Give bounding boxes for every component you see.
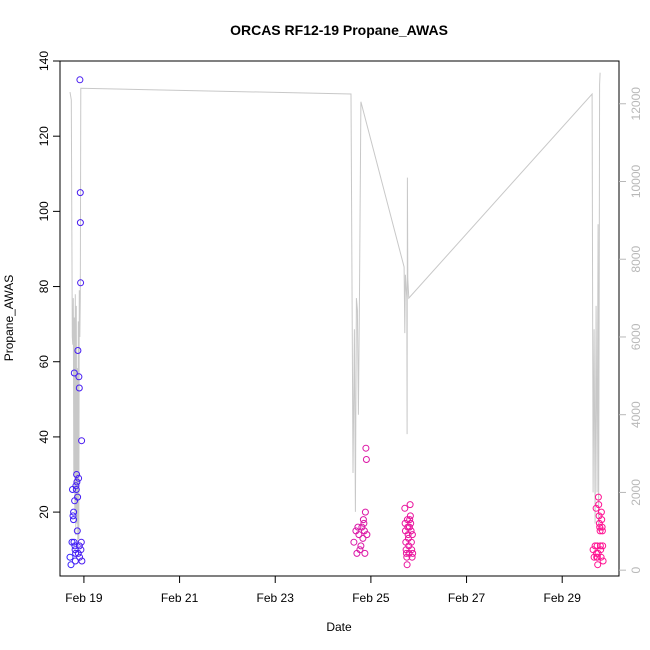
plot-area: Feb 19 Feb 21 Feb 23 Feb 25 Feb 27 Feb 29 20 40… xyxy=(37,51,643,605)
x-axis-label: Date xyxy=(326,620,352,634)
data-point xyxy=(409,532,415,538)
data-point xyxy=(362,509,368,515)
y2-tick-label: 4000 xyxy=(629,401,643,428)
x-tick-label: Feb 25 xyxy=(352,591,390,605)
x-tick-label: Feb 23 xyxy=(257,591,295,605)
data-point xyxy=(351,539,357,545)
plot-frame xyxy=(60,61,619,576)
y-axis-label: Propane_AWAS xyxy=(2,275,16,362)
data-point xyxy=(72,547,78,553)
y2-tick-label: 12000 xyxy=(629,87,643,121)
data-point xyxy=(362,550,368,556)
y2-tick-label: 10000 xyxy=(629,164,643,198)
y2-tick-label: 6000 xyxy=(629,323,643,350)
y-tick-label: 40 xyxy=(37,430,51,444)
y-tick-label: 120 xyxy=(37,126,51,146)
data-point xyxy=(67,554,73,560)
data-point xyxy=(595,562,601,568)
x-tick-label: Feb 29 xyxy=(544,591,582,605)
data-point xyxy=(79,438,85,444)
y-tick-label: 100 xyxy=(37,201,51,221)
y2-tick-label: 8000 xyxy=(629,246,643,273)
y2-tick-label: 0 xyxy=(629,567,643,574)
data-point xyxy=(410,550,416,556)
x-tick-label: Feb 21 xyxy=(161,591,199,605)
data-point xyxy=(404,562,410,568)
y-tick-label: 60 xyxy=(37,355,51,369)
x-tick-label: Feb 27 xyxy=(448,591,486,605)
data-point xyxy=(358,543,364,549)
y-tick-label: 20 xyxy=(37,505,51,519)
series-line-right xyxy=(70,73,600,543)
y2-tick-label: 2000 xyxy=(629,479,643,506)
x-tick-label: Feb 19 xyxy=(65,591,103,605)
y-tick-label: 80 xyxy=(37,280,51,294)
data-point xyxy=(363,457,369,463)
data-point xyxy=(77,77,83,83)
data-point xyxy=(363,445,369,451)
data-point xyxy=(402,505,408,511)
data-point xyxy=(407,502,413,508)
chart-title: ORCAS RF12-19 Propane_AWAS xyxy=(230,22,448,38)
y-tick-label: 140 xyxy=(37,51,51,71)
data-point xyxy=(78,539,84,545)
